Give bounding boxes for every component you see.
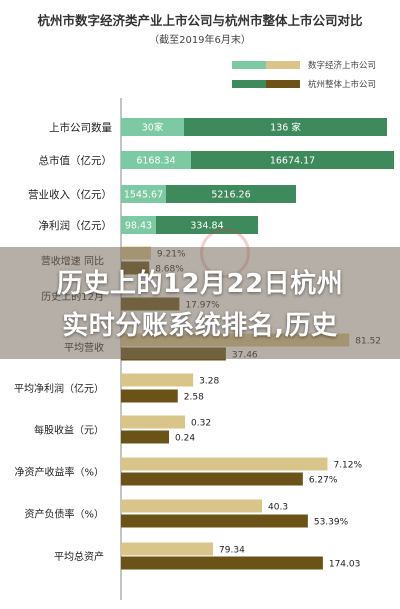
- bar-hangzhou-overall: [121, 556, 323, 570]
- data-label: 30家: [142, 122, 164, 134]
- category-label: 每股收益（元）: [34, 424, 104, 437]
- category-label: 上市公司数量: [49, 121, 112, 134]
- bar-hangzhou-overall: [166, 185, 296, 203]
- data-label: 79.34: [219, 546, 245, 556]
- data-label: 6.27%: [309, 476, 338, 486]
- data-label: 3.28: [199, 377, 219, 387]
- data-label: 334.84: [190, 221, 223, 232]
- legend-swatch-overall: [232, 80, 300, 88]
- chart-title: 杭州市数字经济类产业上市公司与杭州市整体上市公司对比: [37, 13, 363, 28]
- bar-hangzhou-overall: [184, 118, 387, 136]
- data-label: 0.24: [175, 434, 195, 444]
- data-label: 2.58: [184, 393, 204, 403]
- legend-item-digital: 数字经济上市公司: [232, 59, 376, 71]
- legend-swatch-green: [232, 61, 266, 69]
- legend-item-overall: 杭州整体上市公司: [232, 78, 376, 90]
- category-label: 总市值（亿元）: [39, 154, 113, 167]
- category-label: 净利润（亿元）: [39, 219, 113, 232]
- overlay-banner: 历史上的12月22日杭州 实时分账系统排名,历史: [0, 247, 400, 359]
- bar-digital-economy: [121, 542, 214, 556]
- data-label: 0.32: [191, 419, 211, 429]
- category-label: 平均净利润（亿元）: [14, 382, 104, 395]
- bar-hangzhou-overall: [121, 430, 169, 444]
- legend-swatch-green: [232, 80, 266, 88]
- legend-label-digital: 数字经济上市公司: [308, 61, 377, 71]
- data-label: 5216.26: [211, 190, 250, 201]
- bar-digital-economy: [121, 373, 194, 387]
- legend-swatch-gold: [266, 61, 300, 69]
- legend-swatch-gold: [266, 80, 300, 88]
- bar-digital-economy: [121, 185, 166, 203]
- category-label: 净资产收益率（%）: [14, 466, 104, 479]
- banner-line-1: 历史上的12月22日杭州: [56, 269, 344, 299]
- data-label: 40.3: [268, 503, 288, 513]
- data-label: 98.43: [125, 221, 152, 232]
- data-label: 16674.17: [270, 156, 315, 167]
- bar-hangzhou-overall: [121, 472, 303, 486]
- bar-hangzhou-overall: [191, 151, 394, 169]
- data-label: 7.12%: [333, 461, 362, 471]
- bar-digital-economy: [121, 118, 184, 136]
- chart-subtitle: （截至2019年6月末）: [149, 35, 251, 46]
- bar-digital-economy: [121, 151, 191, 169]
- legend-label-overall: 杭州整体上市公司: [308, 80, 377, 90]
- bar-digital-economy: [121, 499, 263, 513]
- data-label: 6168.34: [136, 156, 175, 167]
- bar-digital-economy: [121, 415, 185, 429]
- bar-hangzhou-overall: [121, 514, 308, 528]
- banner-line-2: 实时分账系统排名,历史: [62, 311, 338, 341]
- legend-swatch-digital: [232, 61, 300, 69]
- bar-digital-economy: [121, 216, 156, 234]
- category-label: 营业收入（亿元）: [28, 188, 112, 201]
- data-label: 174.03: [329, 560, 361, 570]
- category-label: 资产负债率（%）: [24, 508, 104, 521]
- data-label: 1545.67: [124, 190, 163, 201]
- category-label: 平均总资产: [54, 550, 104, 563]
- bar-digital-economy: [121, 457, 328, 471]
- bar-hangzhou-overall: [121, 389, 178, 403]
- data-label: 136 家: [270, 122, 301, 134]
- data-label: 53.39%: [314, 518, 349, 528]
